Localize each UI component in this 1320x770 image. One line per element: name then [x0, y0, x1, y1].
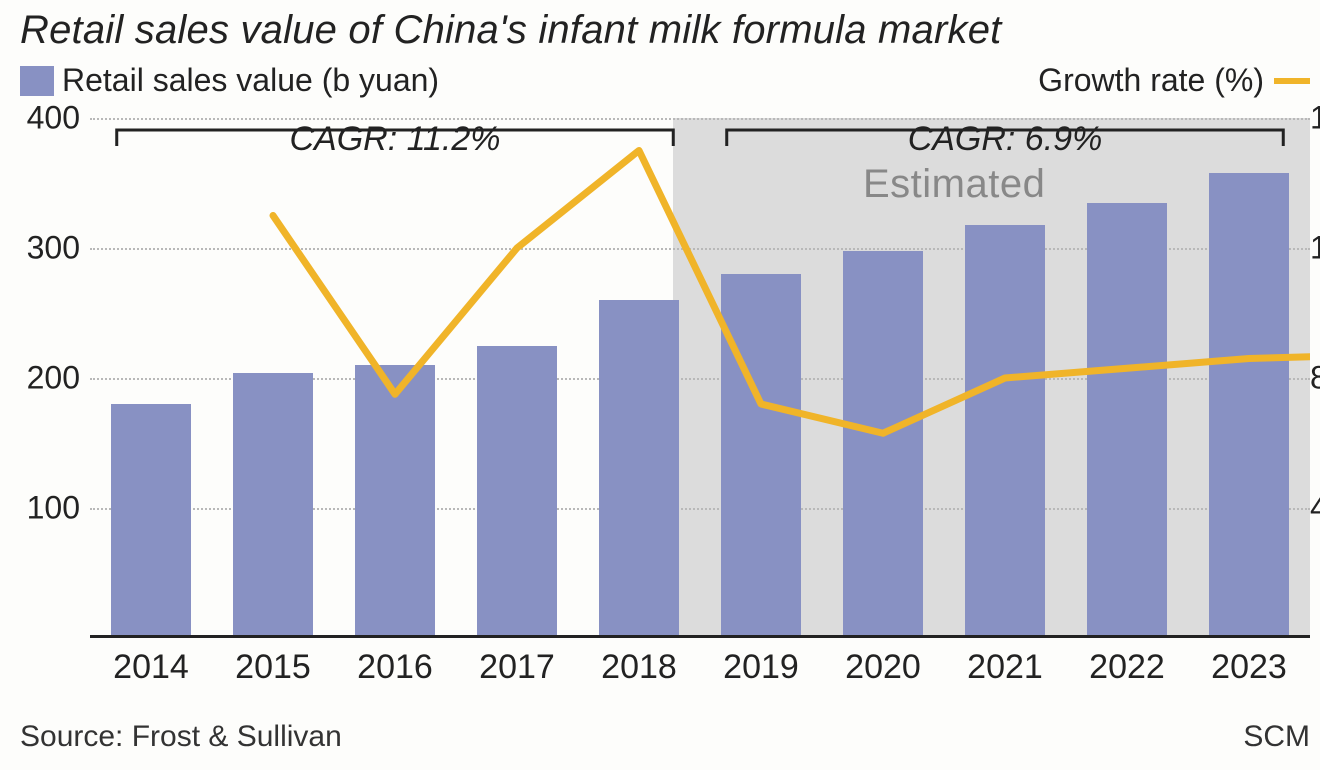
- source-text: Source: Frost & Sullivan: [20, 720, 342, 753]
- x-tick-label: 2018: [601, 648, 677, 687]
- chart-container: Retail sales value of China's infant mil…: [0, 0, 1320, 770]
- y-left-tick-label: 300: [10, 230, 80, 267]
- x-axis-ticks: 2014 2015 2016 2017 2018 2019 2020 2021 2022 2023: [90, 648, 1310, 698]
- x-tick-label: 2015: [235, 648, 311, 687]
- y-left-tick-label: 100: [10, 490, 80, 527]
- x-tick-label: 2022: [1089, 648, 1165, 687]
- legend-bar-label: Retail sales value (b yuan): [62, 62, 439, 99]
- y-right-tick-label: 12: [1310, 230, 1320, 267]
- legend: Retail sales value (b yuan) Growth rate …: [20, 62, 1320, 102]
- legend-line-swatch: [1274, 78, 1310, 84]
- footer: Source: Frost & Sullivan SCM: [20, 720, 1320, 754]
- credit-text: SCM: [1243, 720, 1310, 754]
- y-right-tick-label: 16: [1310, 100, 1320, 137]
- y-left-tick-label: 200: [10, 360, 80, 397]
- cagr-right-bracket: [90, 118, 1310, 638]
- legend-bar: Retail sales value (b yuan): [20, 62, 439, 99]
- legend-bar-swatch: [20, 66, 54, 96]
- x-tick-label: 2021: [967, 648, 1043, 687]
- x-tick-label: 2014: [113, 648, 189, 687]
- x-tick-label: 2016: [357, 648, 433, 687]
- x-tick-label: 2019: [723, 648, 799, 687]
- x-tick-label: 2023: [1211, 648, 1287, 687]
- legend-line-label: Growth rate (%): [1038, 62, 1264, 99]
- y-right-tick-label: 8: [1310, 360, 1320, 397]
- legend-line: Growth rate (%): [1038, 62, 1310, 99]
- x-tick-label: 2020: [845, 648, 921, 687]
- y-right-tick-label: 4: [1310, 490, 1320, 527]
- x-tick-label: 2017: [479, 648, 555, 687]
- chart-title: Retail sales value of China's infant mil…: [20, 8, 1001, 53]
- y-left-tick-label: 400: [10, 100, 80, 137]
- plot-area: CAGR: 11.2% CAGR: 6.9% Estimated 1002003…: [90, 118, 1310, 638]
